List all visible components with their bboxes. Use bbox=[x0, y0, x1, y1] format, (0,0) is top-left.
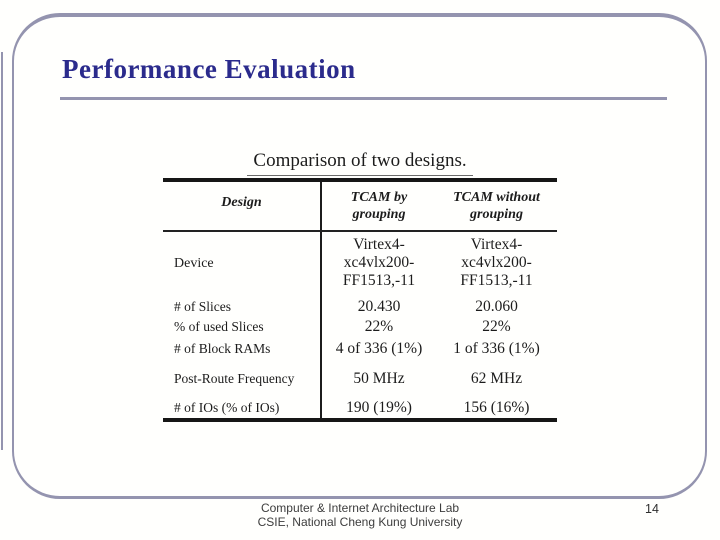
table-row-device: Device Virtex4- xc4vlx200- FF1513,-11 Vi… bbox=[163, 232, 557, 296]
slide-footer: Computer & Internet Architecture Lab CSI… bbox=[0, 501, 720, 529]
comparison-table: Comparison of two designs. Design TCAM b… bbox=[163, 148, 557, 422]
footer-university: CSIE, National Cheng Kung University bbox=[257, 515, 463, 529]
table-row-block-rams: # of Block RAMs 4 of 336 (1%) 1 of 336 (… bbox=[163, 337, 557, 360]
left-accent-line bbox=[1, 52, 3, 450]
cell-device-tcam-without: Virtex4- xc4vlx200- FF1513,-11 bbox=[460, 236, 533, 289]
title-underline bbox=[60, 97, 667, 100]
row-label: Device bbox=[174, 256, 214, 271]
table-row-slices: # of Slices 20.430 20.060 bbox=[163, 296, 557, 317]
row-label: # of Block RAMs bbox=[174, 341, 271, 356]
slide-title: Performance Evaluation bbox=[62, 54, 356, 84]
header-tcam-by-grouping: TCAM by grouping bbox=[320, 182, 436, 230]
cell-slices-tcam-without: 20.060 bbox=[475, 298, 518, 315]
page-number: 14 bbox=[645, 502, 659, 516]
cell-used-slices-tcam-by: 22% bbox=[320, 317, 436, 337]
cell-frequency-tcam-by: 50 MHz bbox=[320, 360, 436, 390]
table-body: Design TCAM by grouping TCAM without gro… bbox=[163, 178, 557, 422]
table-header-row: Design TCAM by grouping TCAM without gro… bbox=[163, 182, 557, 232]
table-row-post-route-frequency: Post-Route Frequency 50 MHz 62 MHz bbox=[163, 360, 557, 390]
cell-device-tcam-by: Virtex4- xc4vlx200- FF1513,-11 bbox=[320, 232, 436, 296]
header-tcam-without-grouping: TCAM without grouping bbox=[453, 190, 540, 222]
slide-border-frame bbox=[12, 13, 707, 499]
table-caption: Comparison of two designs. bbox=[163, 148, 557, 178]
row-label: % of used Slices bbox=[174, 319, 264, 334]
cell-slices-tcam-by: 20.430 bbox=[320, 296, 436, 317]
cell-used-slices-tcam-without: 22% bbox=[482, 318, 511, 335]
row-label: Post-Route Frequency bbox=[174, 371, 295, 386]
row-label: # of IOs (% of IOs) bbox=[174, 400, 280, 415]
row-label: # of Slices bbox=[174, 299, 231, 314]
cell-ios-tcam-by: 190 (19%) bbox=[320, 390, 436, 418]
cell-frequency-tcam-without: 62 MHz bbox=[470, 370, 523, 387]
cell-block-rams-tcam-without: 1 of 336 (1%) bbox=[453, 340, 540, 357]
header-design: Design bbox=[221, 195, 262, 210]
table-row-ios: # of IOs (% of IOs) 190 (19%) 156 (16%) bbox=[163, 390, 557, 418]
cell-block-rams-tcam-by: 4 of 336 (1%) bbox=[320, 337, 436, 360]
table-row-used-slices: % of used Slices 22% 22% bbox=[163, 317, 557, 337]
cell-ios-tcam-without: 156 (16%) bbox=[463, 399, 530, 416]
footer-lab-name: Computer & Internet Architecture Lab bbox=[260, 501, 460, 515]
